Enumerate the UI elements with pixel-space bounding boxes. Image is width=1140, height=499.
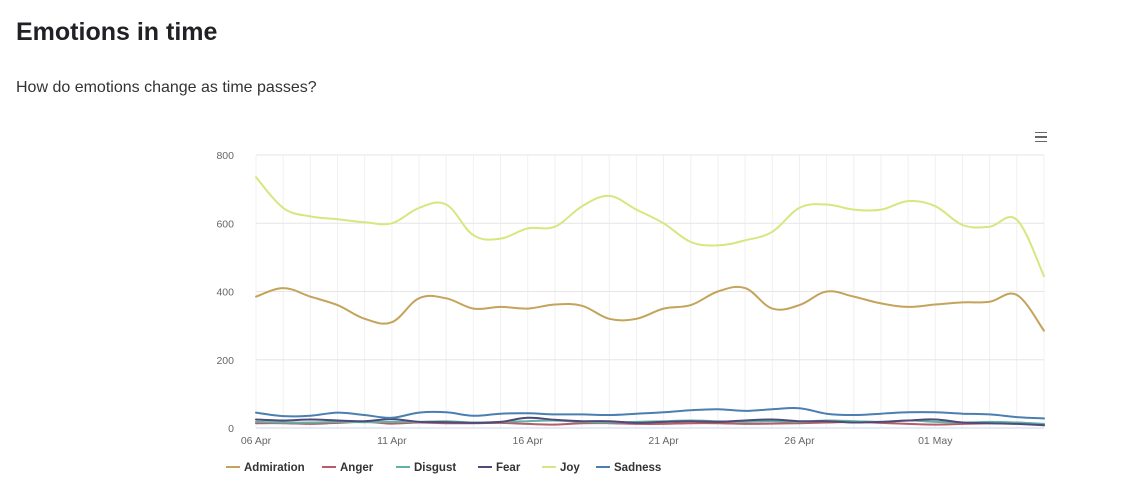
legend-label: Admiration: [244, 462, 305, 474]
series-line-joy[interactable]: [255, 176, 1045, 278]
legend: Admiration Anger Disgust Fear Joy Sadness: [226, 462, 661, 474]
legend-label: Fear: [496, 462, 521, 474]
series-line-fear[interactable]: [255, 416, 1045, 427]
series-lines: [255, 176, 1045, 427]
legend-item-joy[interactable]: Joy: [542, 462, 580, 474]
page-subtitle: How do emotions change as time passes?: [16, 79, 317, 96]
legend-label: Sadness: [614, 462, 661, 474]
page-title: Emotions in time: [16, 18, 218, 46]
grid: [255, 154, 1045, 429]
y-tick-label: 400: [216, 287, 234, 299]
legend-item-fear[interactable]: Fear: [478, 462, 521, 474]
y-tick-label: 600: [216, 218, 234, 230]
legend-label: Anger: [340, 462, 374, 474]
legend-label: Joy: [560, 462, 580, 474]
legend-item-admiration[interactable]: Admiration: [226, 462, 305, 474]
x-tick-label: 11 Apr: [377, 435, 407, 447]
series-line-admiration[interactable]: [255, 285, 1045, 332]
legend-item-anger[interactable]: Anger: [322, 462, 374, 474]
legend-item-sadness[interactable]: Sadness: [596, 462, 661, 474]
axes: 0 200 400 600 800 06 Apr 11 Apr 16 Apr 21 Apr 26 …: [216, 150, 1044, 447]
x-tick-label: 16 Apr: [513, 435, 544, 447]
y-tick-label: 200: [216, 355, 234, 367]
series-line-sadness[interactable]: [255, 406, 1045, 420]
legend-label: Disgust: [414, 462, 456, 474]
x-tick-label: 01 May: [918, 435, 953, 447]
series-line-anger[interactable]: [255, 420, 1045, 426]
y-tick-label: 800: [216, 150, 234, 162]
x-tick-label: 21 Apr: [648, 435, 679, 447]
legend-item-disgust[interactable]: Disgust: [396, 462, 456, 474]
x-tick-label: 06 Apr: [241, 435, 272, 447]
y-tick-label: 0: [228, 423, 234, 435]
chart-menu-button[interactable]: [1031, 128, 1051, 146]
hamburger-icon: [1035, 131, 1047, 134]
x-tick-label: 26 Apr: [784, 435, 815, 447]
